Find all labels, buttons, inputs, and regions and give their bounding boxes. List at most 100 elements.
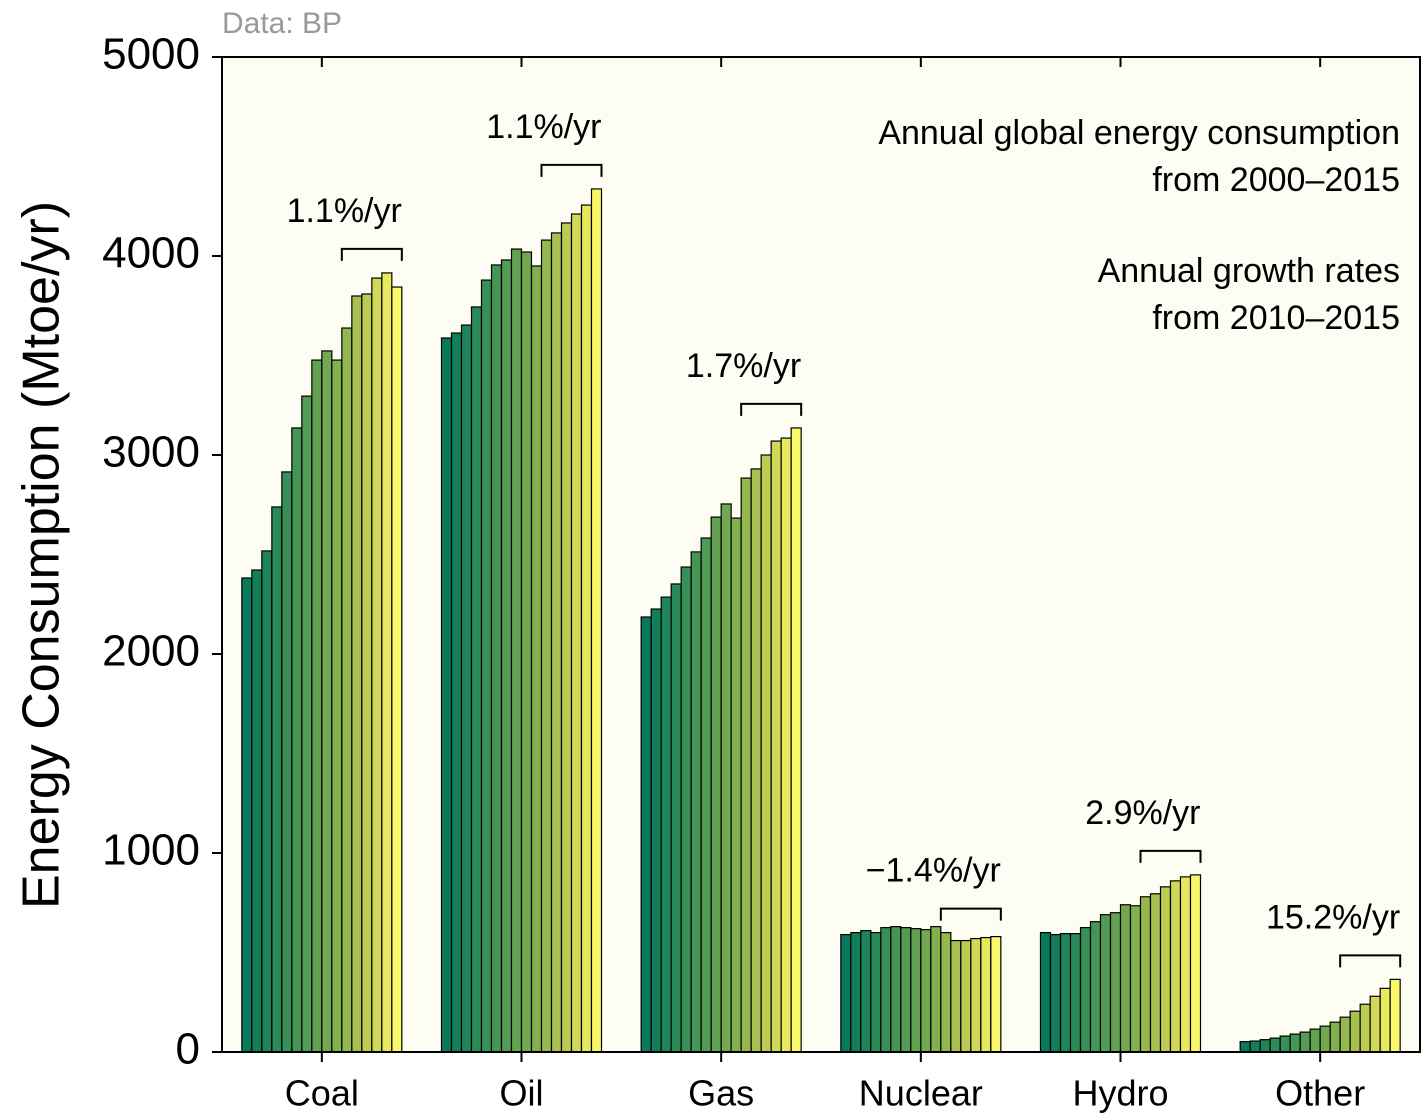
bar [1069, 932, 1082, 1053]
bar [1369, 995, 1381, 1053]
bar [910, 928, 922, 1053]
bar [1389, 978, 1401, 1053]
x-tick-label: Gas [688, 1073, 754, 1114]
bar [850, 931, 862, 1053]
bar [870, 931, 882, 1053]
x-tick-label: Nuclear [859, 1073, 983, 1114]
bar [1119, 904, 1132, 1053]
bar [470, 306, 483, 1053]
bar [680, 566, 692, 1053]
bar [730, 517, 742, 1053]
x-tick-label: Oil [500, 1073, 544, 1114]
bar [950, 939, 962, 1053]
growth-bracket [1139, 849, 1202, 863]
growth-bracket [540, 163, 603, 177]
bar [381, 272, 393, 1053]
bar [1149, 893, 1162, 1053]
bar [1339, 1016, 1351, 1053]
bar [1159, 886, 1172, 1053]
source-note: Data: BP [222, 7, 342, 40]
bar [341, 327, 353, 1053]
bar [960, 939, 972, 1053]
bar [880, 927, 892, 1053]
bar [860, 930, 872, 1053]
plot-frame [221, 56, 1421, 1053]
bar [760, 454, 772, 1053]
bar [291, 427, 303, 1053]
bar [1249, 1040, 1261, 1053]
bar [450, 332, 463, 1053]
bar [1319, 1025, 1331, 1053]
bar [890, 926, 902, 1053]
bar [500, 259, 513, 1053]
bar [361, 293, 373, 1053]
bar [570, 213, 583, 1053]
bar [391, 286, 403, 1053]
bar [1259, 1039, 1271, 1053]
bar [1079, 927, 1092, 1053]
bar [710, 516, 722, 1053]
bar [530, 265, 543, 1053]
bar [271, 506, 283, 1053]
growth-bracket [340, 247, 403, 261]
bar [261, 550, 273, 1053]
y-axis-label: Energy Consumption (Mtoe/yr) [13, 201, 71, 909]
bar [1279, 1035, 1291, 1053]
bar [1039, 931, 1052, 1053]
bar [970, 937, 982, 1053]
annotation: from 2010–2015 [1152, 299, 1400, 337]
bar [790, 427, 802, 1053]
x-tick-label: Hydro [1072, 1073, 1168, 1114]
growth-label: 1.1%/yr [486, 108, 601, 146]
growth-label: −1.4%/yr [866, 852, 1001, 890]
annotation: from 2000–2015 [1152, 161, 1400, 199]
annotation: Annual growth rates [1098, 252, 1400, 290]
y-tick-label: 0 [176, 1025, 200, 1074]
bar [510, 248, 523, 1053]
annotation: Annual global energy consumption [878, 114, 1400, 152]
bar [840, 933, 852, 1053]
growth-bracket [939, 907, 1002, 921]
bar [1329, 1021, 1341, 1053]
bar [900, 927, 912, 1053]
bar [331, 359, 343, 1053]
bar [1139, 896, 1152, 1053]
bar [1099, 914, 1112, 1053]
bar [1169, 880, 1182, 1053]
bar [990, 935, 1002, 1053]
bar [930, 926, 942, 1053]
bar [1239, 1041, 1251, 1053]
bar [780, 437, 792, 1053]
bar [351, 295, 363, 1053]
y-tick-label: 2000 [102, 627, 200, 676]
bar [371, 277, 383, 1053]
bar [560, 222, 573, 1053]
bar [690, 551, 702, 1053]
bar [311, 359, 323, 1053]
y-tick-label: 1000 [102, 826, 200, 875]
x-tick-label: Other [1275, 1073, 1365, 1114]
bar [1049, 933, 1062, 1053]
bar [1309, 1028, 1321, 1053]
bar [1109, 912, 1122, 1053]
bar [520, 251, 533, 1053]
growth-label: 15.2%/yr [1266, 898, 1400, 936]
bar [490, 264, 503, 1053]
y-tick-label: 4000 [102, 229, 200, 278]
bar [1349, 1010, 1361, 1053]
bar [1179, 876, 1192, 1053]
bar [1379, 987, 1391, 1053]
bar [1359, 1003, 1371, 1053]
bar [660, 596, 672, 1053]
bar [1089, 921, 1102, 1053]
bar [1129, 905, 1142, 1053]
bar [940, 931, 952, 1053]
bar [1289, 1033, 1301, 1053]
bar [580, 204, 593, 1053]
bar [920, 929, 932, 1053]
x-tick-label: Coal [285, 1073, 359, 1114]
bar [750, 468, 762, 1053]
bar [720, 503, 732, 1053]
bar [251, 569, 263, 1053]
